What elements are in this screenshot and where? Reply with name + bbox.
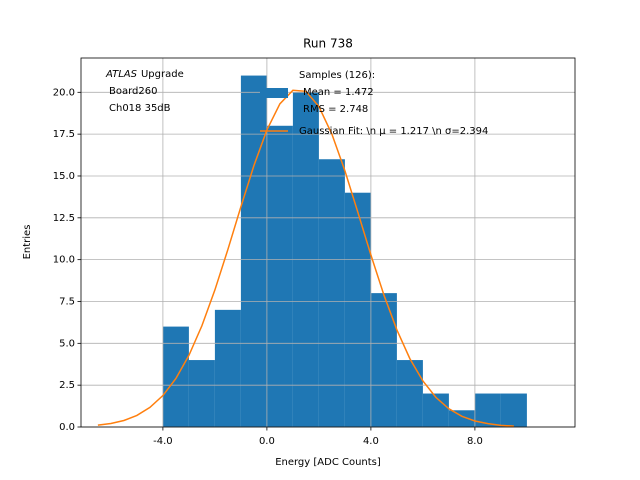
y-tick-label: 10.0	[53, 255, 75, 266]
histogram-bar	[500, 393, 527, 427]
annotation-line: Ch018 35dB	[109, 103, 171, 114]
annotation-emphasis: ATLAS	[105, 69, 138, 80]
y-tick-label: 12.5	[53, 213, 75, 224]
legend-swatch	[260, 88, 288, 98]
annotation-text: Upgrade	[141, 69, 184, 80]
x-axis-label: Energy [ADC Counts]	[275, 457, 381, 468]
histogram-bar	[240, 75, 267, 428]
annotation-line: Board260	[109, 86, 157, 97]
histogram-bar	[266, 125, 293, 427]
y-tick-label: 7.5	[59, 296, 75, 307]
histogram-bar	[318, 159, 345, 427]
y-tick-label: 5.0	[59, 338, 75, 349]
fit-line	[97, 89, 514, 427]
legend-entry: RMS = 2.748	[303, 104, 368, 115]
histogram-bar	[188, 360, 215, 427]
histogram-bar	[370, 293, 397, 427]
histogram-bar	[396, 360, 423, 427]
x-tick-label: -4.0	[153, 436, 173, 447]
histogram-bar	[448, 410, 475, 427]
histogram-bar	[214, 309, 241, 427]
histogram-bar	[162, 326, 189, 427]
histogram-bar	[344, 192, 371, 427]
y-tick-label: 15.0	[53, 171, 75, 182]
x-tick-label: 0.0	[259, 436, 275, 447]
x-tick-label: 8.0	[467, 436, 483, 447]
y-tick-label: 2.5	[59, 380, 75, 391]
chart-title: Run 738	[303, 37, 353, 51]
y-axis-label: Entries	[22, 225, 33, 260]
y-tick-label: 20.0	[53, 87, 75, 98]
histogram-bar	[422, 393, 449, 427]
x-tick-label: 4.0	[363, 436, 379, 447]
y-tick-label: 0.0	[59, 422, 75, 433]
y-tick-label: 17.5	[53, 129, 75, 140]
legend-entry: Samples (126):	[299, 70, 375, 81]
axes-frame	[80, 57, 576, 428]
annotation: ATLAS Upgrade	[105, 69, 184, 80]
legend-entry: Gaussian Fit: \n μ = 1.217 \n σ=2.394	[299, 126, 488, 137]
legend-entry: Mean = 1.472	[303, 87, 374, 98]
